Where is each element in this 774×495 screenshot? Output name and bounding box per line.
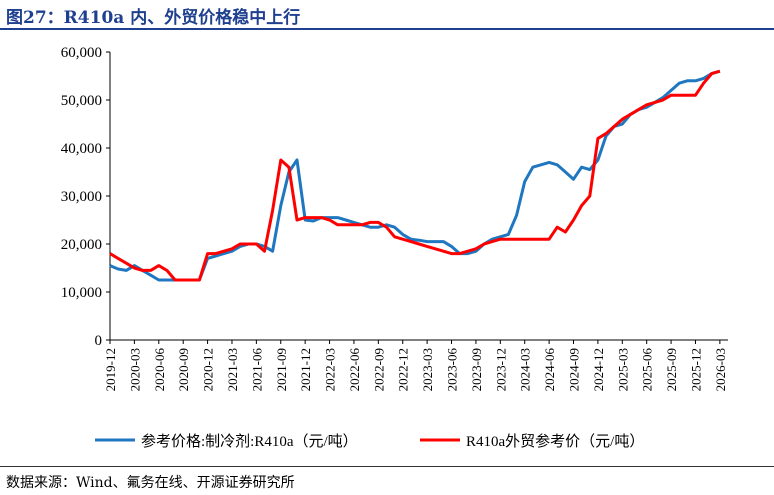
page-title: 图27：R410a 内、外贸价格稳中上行 — [6, 8, 301, 28]
x-tick-label: 2023-03 — [420, 348, 435, 391]
chart-series — [109, 69, 721, 282]
x-tick-label: 2020-09 — [176, 348, 191, 391]
x-tick-label: 2021-03 — [225, 348, 240, 391]
x-tick-label: 2024-09 — [567, 348, 582, 391]
y-tick-label: 30,000 — [61, 189, 102, 205]
x-tick-label: 2021-09 — [274, 348, 289, 391]
x-tick-label: 2024-03 — [518, 348, 533, 391]
x-tick-label: 2022-03 — [323, 348, 338, 391]
x-tick-label: 2025-09 — [664, 348, 679, 391]
x-tick-label: 2022-06 — [347, 348, 362, 392]
x-tick-label: 2025-03 — [615, 348, 630, 391]
x-tick-label: 2025-12 — [688, 348, 703, 391]
y-tick-label: 50,000 — [61, 93, 102, 109]
chart-legend: 参考价格:制冷剂:R410a（元/吨） R410a外贸参考价（元/吨） — [95, 433, 644, 450]
x-tick-label: 2024-12 — [591, 348, 606, 391]
y-tick-label: 0 — [95, 333, 103, 349]
x-tick-label: 2025-06 — [640, 348, 655, 392]
x-tick-label: 2021-06 — [249, 348, 264, 392]
x-tick-label: 2023-06 — [445, 348, 460, 392]
footer-divider — [0, 466, 774, 467]
x-tick-label: 2020-06 — [152, 348, 167, 392]
x-tick-label: 2021-12 — [298, 348, 313, 391]
x-tick-label: 2020-03 — [127, 348, 142, 391]
legend-label-2: R410a外贸参考价（元/吨） — [466, 433, 644, 450]
x-tick-label: 2023-12 — [493, 348, 508, 391]
y-tick-label: 40,000 — [61, 141, 102, 157]
line-chart: 0 10,000 20,000 30,000 40,000 50,000 60,000 201… — [61, 45, 728, 450]
series-line-2 — [109, 69, 721, 282]
x-tick-label: 2019-12 — [103, 348, 118, 391]
x-tick-label: 2022-09 — [371, 348, 386, 391]
title-divider — [0, 28, 774, 30]
series-line-1 — [109, 69, 721, 282]
legend-label-1: 参考价格:制冷剂:R410a（元/吨） — [141, 433, 358, 450]
x-tick-label: 2026-03 — [713, 348, 728, 391]
x-tick-label: 2023-09 — [469, 348, 484, 391]
x-tick-label: 2022-12 — [396, 348, 411, 391]
y-tick-label: 10,000 — [61, 285, 102, 301]
chart-axes: 0 10,000 20,000 30,000 40,000 50,000 60,000 201… — [61, 45, 728, 391]
x-tick-label: 2020-12 — [201, 348, 216, 391]
y-tick-label: 60,000 — [61, 45, 102, 61]
y-tick-label: 20,000 — [61, 237, 102, 253]
x-tick-label: 2024-06 — [542, 348, 557, 392]
source-note: 数据来源：Wind、氟务在线、开源证券研究所 — [6, 475, 295, 491]
chart-container: 0 10,000 20,000 30,000 40,000 50,000 60,000 201… — [0, 30, 774, 460]
